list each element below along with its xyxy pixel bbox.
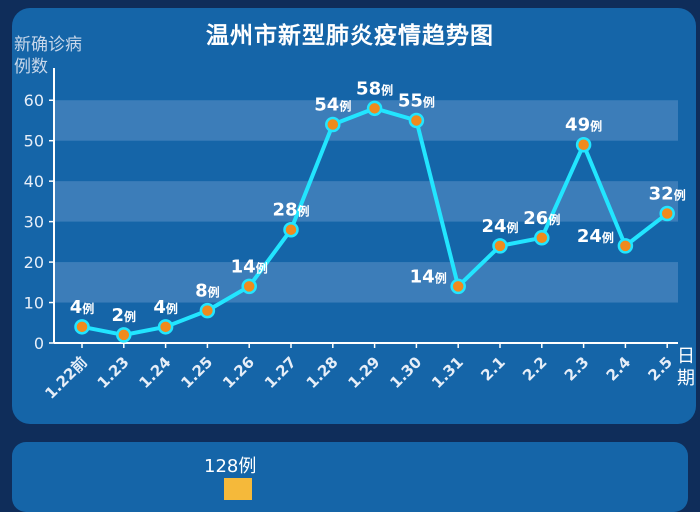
- x-tick-label: 2.4: [603, 353, 635, 385]
- data-label: 24例: [481, 216, 518, 237]
- bottom-bar: [224, 478, 252, 500]
- x-tick-label: 1.27: [261, 353, 300, 392]
- x-tick-label: 2.2: [519, 353, 551, 385]
- x-tick-label: 1.23: [94, 353, 133, 392]
- x-axis-label: 日期: [677, 346, 695, 389]
- x-tick-label: 1.22前: [41, 353, 91, 403]
- x-tick-label: 1.29: [345, 353, 384, 392]
- bottom-bar-value-label: 128例: [204, 456, 257, 477]
- chart-title: 温州市新型肺炎疫情趋势图: [206, 23, 494, 49]
- y-tick-label: 10: [24, 294, 44, 313]
- data-point: [241, 278, 257, 295]
- data-point: [283, 221, 299, 238]
- grid-band: [54, 181, 678, 222]
- data-label: 55例: [398, 90, 435, 111]
- y-tick-label: 20: [24, 253, 44, 272]
- data-point: [325, 116, 341, 133]
- data-point: [450, 278, 466, 295]
- x-tick-label: 2.3: [561, 353, 593, 385]
- data-label: 24例: [577, 226, 614, 247]
- data-point: [366, 100, 383, 117]
- second-chart-panel: [12, 442, 688, 512]
- data-point: [116, 327, 132, 343]
- data-point: [74, 319, 90, 335]
- data-point: [617, 238, 634, 254]
- data-label: 54例: [314, 95, 351, 116]
- data-point: [575, 136, 592, 153]
- x-tick-label: 2.5: [645, 353, 677, 385]
- data-point: [157, 319, 174, 335]
- data-point: [199, 302, 216, 319]
- data-label: 4例: [70, 297, 95, 318]
- x-tick-label: 1.28: [303, 353, 342, 392]
- data-point: [659, 205, 675, 222]
- data-label: 14例: [231, 256, 268, 277]
- data-point: [492, 238, 508, 254]
- x-tick-label: 2.1: [477, 353, 509, 385]
- data-label: 28例: [272, 200, 309, 221]
- x-tick-label: 1.24: [136, 353, 175, 392]
- data-label: 8例: [195, 281, 220, 302]
- grid-band: [54, 262, 678, 303]
- y-tick-label: 60: [24, 91, 44, 110]
- data-label: 32例: [649, 184, 686, 205]
- x-tick-label: 1.25: [177, 353, 216, 392]
- data-point: [408, 112, 425, 129]
- data-label: 58例: [356, 78, 393, 99]
- data-label: 49例: [565, 115, 602, 136]
- y-tick-label: 40: [24, 172, 44, 191]
- data-label: 14例: [410, 266, 447, 287]
- x-tick-label: 1.26: [219, 353, 258, 392]
- data-label: 2例: [112, 305, 137, 326]
- x-tick-label: 1.31: [428, 353, 467, 392]
- y-axis-label: 新确诊病例数: [14, 35, 82, 77]
- data-point: [534, 230, 550, 246]
- grid-band: [54, 100, 678, 141]
- y-tick-label: 30: [24, 213, 44, 232]
- data-label: 4例: [153, 297, 178, 318]
- x-tick-label: 1.30: [386, 353, 425, 392]
- data-label: 26例: [523, 208, 560, 229]
- y-tick-label: 0: [34, 334, 44, 353]
- y-tick-label: 50: [24, 132, 44, 151]
